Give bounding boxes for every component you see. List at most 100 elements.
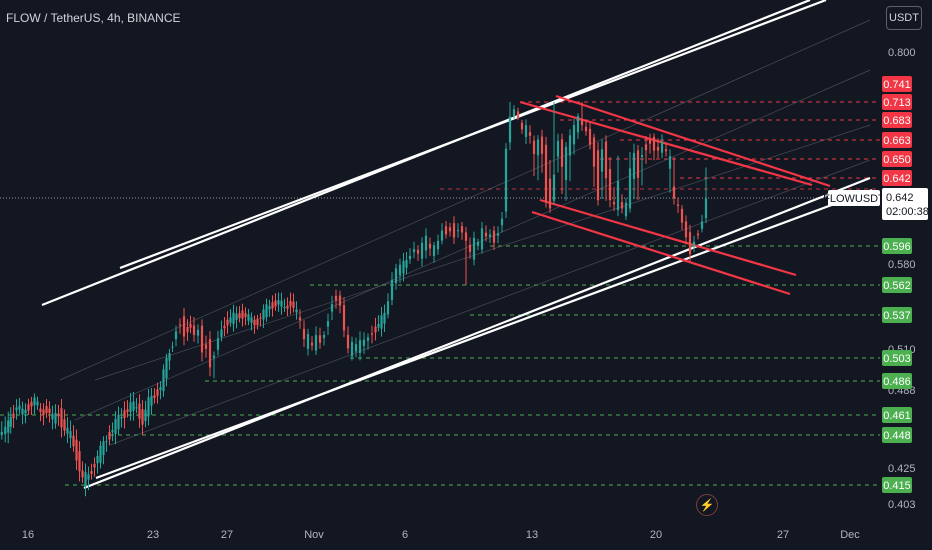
candle-body bbox=[174, 331, 178, 340]
candle-body bbox=[326, 321, 330, 327]
time-axis-tick: Nov bbox=[304, 529, 324, 541]
support-price-label: 0.562 bbox=[883, 280, 911, 292]
candle-body bbox=[229, 317, 232, 323]
candle-body bbox=[604, 141, 608, 179]
candle-body bbox=[476, 241, 480, 246]
candle-body bbox=[380, 315, 383, 329]
candle-body bbox=[366, 337, 370, 341]
candle-body bbox=[696, 233, 700, 236]
candle-body bbox=[132, 401, 135, 411]
symbol-badge bbox=[828, 190, 880, 206]
support-price-badge bbox=[882, 477, 912, 493]
falling-channel-line bbox=[531, 210, 791, 296]
candle-body bbox=[21, 408, 24, 415]
candle-body bbox=[120, 417, 123, 419]
candle-body bbox=[144, 409, 147, 422]
candle-body bbox=[656, 146, 660, 151]
candle-body bbox=[584, 126, 588, 132]
candle-body bbox=[286, 305, 289, 309]
candle-body bbox=[588, 128, 592, 145]
candle-body bbox=[262, 309, 265, 320]
candle-body bbox=[54, 412, 57, 424]
candle-body bbox=[436, 240, 440, 250]
candle-body bbox=[362, 339, 366, 346]
candle-body bbox=[244, 313, 247, 317]
candle-body bbox=[12, 413, 15, 419]
candle-body bbox=[660, 141, 664, 153]
price-axis-tick: 0.403 bbox=[888, 499, 916, 511]
candle-body bbox=[238, 313, 241, 319]
candle-body bbox=[39, 408, 42, 412]
candle-body bbox=[668, 156, 672, 169]
support-price-badge bbox=[882, 350, 912, 366]
candle-body bbox=[688, 232, 692, 255]
candle-body bbox=[383, 312, 386, 324]
candle-body bbox=[472, 237, 476, 260]
candle-body bbox=[700, 221, 704, 229]
candle-body bbox=[182, 316, 186, 337]
candle-body bbox=[36, 401, 39, 406]
candle-body bbox=[99, 445, 102, 463]
candles bbox=[0, 102, 708, 497]
candle-body bbox=[96, 455, 99, 464]
candle-body bbox=[156, 389, 159, 396]
candle-body bbox=[310, 342, 314, 346]
candle-body bbox=[159, 387, 162, 390]
lightning-icon[interactable]: ⚡ bbox=[696, 494, 718, 516]
falling-channel-line bbox=[539, 198, 797, 277]
candle-body bbox=[0, 431, 3, 435]
candle-body bbox=[226, 319, 229, 326]
candle-body bbox=[42, 409, 45, 416]
candle-body bbox=[306, 334, 310, 349]
candle-body bbox=[664, 149, 668, 152]
candle-body bbox=[250, 317, 253, 323]
candle-body bbox=[600, 149, 604, 172]
candle-body bbox=[386, 301, 390, 315]
candle-body bbox=[640, 155, 644, 157]
candle-body bbox=[672, 186, 676, 199]
candle-body bbox=[66, 427, 69, 434]
candle-body bbox=[27, 404, 30, 411]
candle-body bbox=[402, 260, 405, 274]
candle-body bbox=[620, 202, 624, 209]
resistance-price-badge bbox=[882, 151, 912, 167]
candle-body bbox=[223, 325, 226, 329]
candle-body bbox=[135, 407, 138, 409]
candle-body bbox=[18, 405, 21, 410]
support-price-badge bbox=[882, 238, 912, 254]
resistance-price-label: 0.741 bbox=[883, 79, 911, 91]
support-price-badge bbox=[882, 373, 912, 389]
candle-body bbox=[277, 300, 280, 305]
price-axis-tick: 0.580 bbox=[888, 259, 916, 271]
candle-body bbox=[556, 140, 560, 157]
channel-midline bbox=[109, 159, 871, 446]
candle-body bbox=[580, 119, 584, 126]
resistance-price-badge bbox=[882, 112, 912, 128]
currency-selector[interactable]: USDT bbox=[886, 6, 922, 30]
candle-body bbox=[57, 413, 60, 417]
support-price-label: 0.448 bbox=[883, 430, 911, 442]
time-axis-tick: 23 bbox=[147, 529, 159, 541]
candle-body bbox=[632, 153, 636, 179]
candle-body bbox=[464, 232, 468, 241]
candle-body bbox=[452, 223, 456, 238]
candle-body bbox=[572, 125, 576, 145]
candle-body bbox=[568, 135, 572, 156]
candle-body bbox=[123, 410, 126, 418]
candle-body bbox=[295, 309, 298, 313]
candle-body bbox=[162, 369, 165, 392]
candle-body bbox=[684, 221, 688, 238]
candle-body bbox=[370, 333, 374, 335]
candle-body bbox=[90, 471, 93, 474]
candle-body bbox=[178, 324, 182, 326]
candle-body bbox=[394, 268, 398, 284]
candle-body bbox=[253, 319, 256, 326]
candle-body bbox=[444, 226, 448, 235]
candle-body bbox=[532, 140, 536, 154]
resistance-price-label: 0.713 bbox=[883, 97, 911, 109]
resistance-price-label: 0.650 bbox=[883, 154, 911, 166]
candle-body bbox=[616, 181, 620, 210]
candle-body bbox=[424, 235, 428, 251]
resistance-price-label: 0.663 bbox=[883, 135, 911, 147]
